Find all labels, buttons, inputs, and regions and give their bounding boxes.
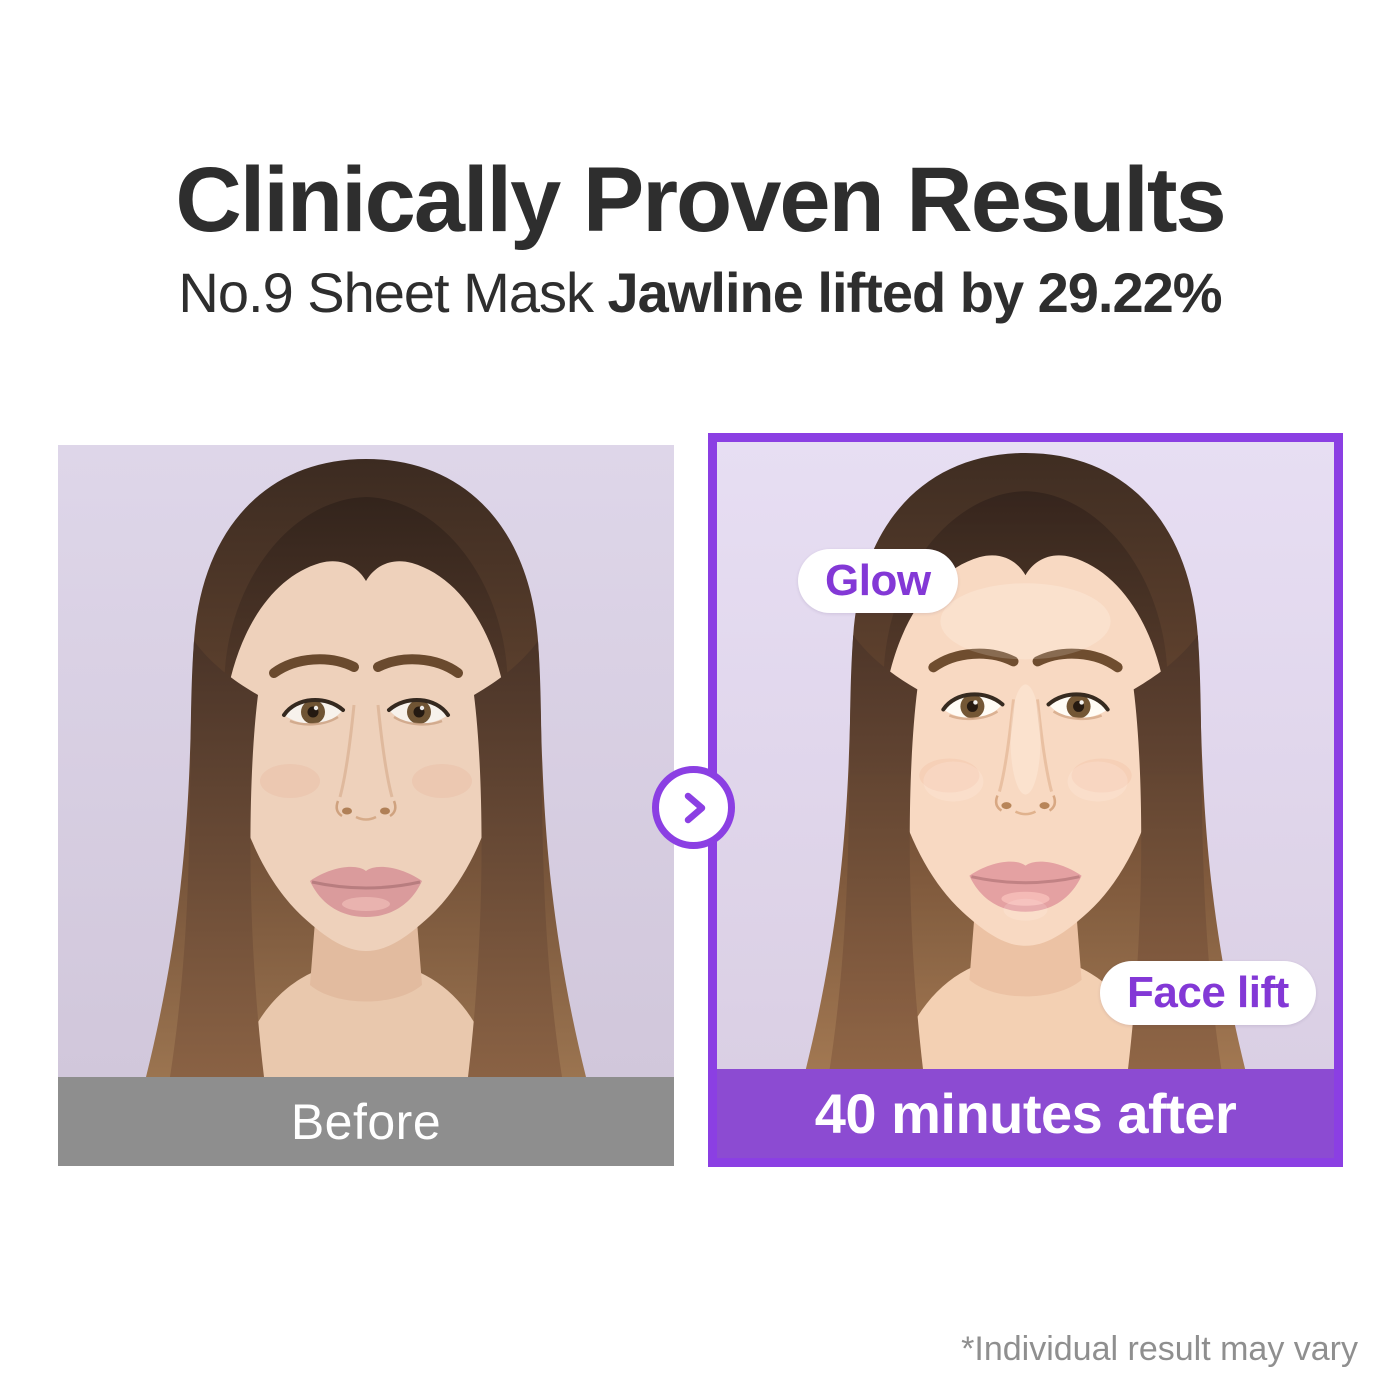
- after-label-bar: 40 minutes after: [717, 1069, 1334, 1158]
- portrait-illustration-before: [58, 445, 674, 1077]
- subtitle-result-text: Jawline lifted by 29.22%: [607, 261, 1223, 324]
- after-panel: 40 minutes after: [708, 433, 1343, 1167]
- before-photo: [58, 445, 674, 1077]
- before-label-bar: Before: [58, 1077, 674, 1166]
- before-label: Before: [290, 1093, 442, 1150]
- after-label: 40 minutes after: [814, 1082, 1237, 1145]
- before-panel: Before: [58, 445, 674, 1166]
- face-lift-badge-label: Face lift: [1127, 968, 1289, 1017]
- glow-badge: Glow: [798, 549, 958, 613]
- glow-badge-label: Glow: [825, 556, 931, 605]
- chevron-right-icon: [684, 792, 705, 823]
- disclaimer-text: *Individual result may vary: [961, 1330, 1358, 1368]
- subtitle-product-text: No.9 Sheet Mask: [178, 261, 608, 324]
- face-lift-badge: Face lift: [1100, 961, 1316, 1025]
- subtitle: No.9 Sheet Mask Jawline lifted by 29.22%: [0, 262, 1400, 324]
- page-title: Clinically Proven Results: [175, 149, 1226, 251]
- before-after-arrow: [652, 766, 735, 849]
